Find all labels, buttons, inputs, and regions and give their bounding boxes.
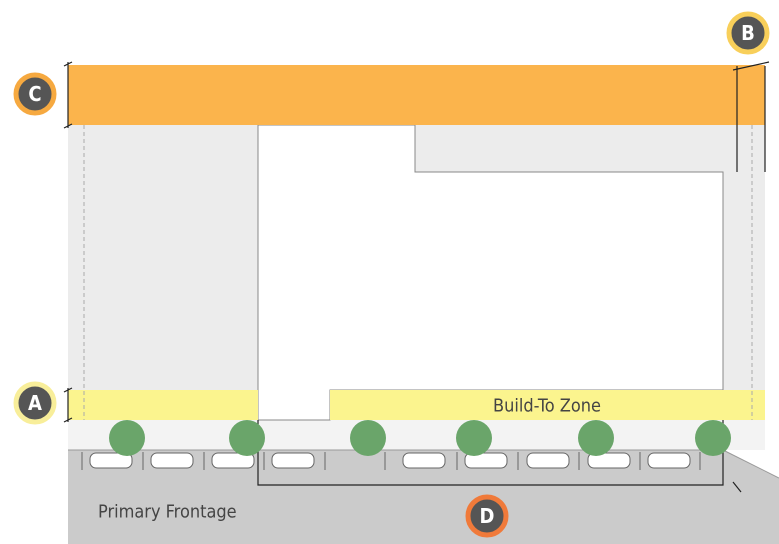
zone-label: Build-To Zone (493, 396, 601, 417)
badge-label: D (480, 504, 495, 528)
build-to-zone (330, 390, 765, 420)
build-to-zone (68, 390, 258, 420)
parked-cars (89, 452, 691, 469)
frontage-label: Primary Frontage (98, 502, 237, 523)
street (68, 450, 779, 544)
curb (722, 449, 779, 479)
street-trees (109, 420, 731, 456)
badge-label: C (28, 82, 41, 106)
bollards (81, 452, 701, 470)
badge-d: D (465, 494, 509, 538)
badge-label: B (741, 21, 755, 45)
badge-label: A (28, 391, 42, 415)
badge-b: B (726, 11, 770, 55)
sidewalk (68, 420, 765, 450)
rear-setback (68, 65, 765, 125)
badge-c: C (13, 72, 57, 116)
badge-a: A (13, 381, 57, 425)
